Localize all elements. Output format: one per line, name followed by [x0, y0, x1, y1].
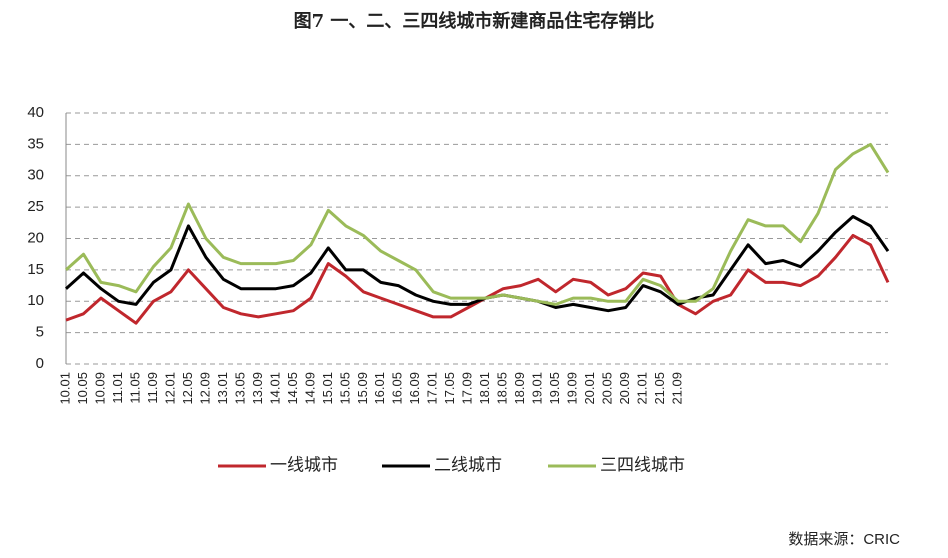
x-tick-label: 16.01: [372, 372, 387, 405]
x-tick-label: 10.05: [75, 372, 90, 405]
x-tick-label: 10.09: [92, 372, 107, 405]
x-tick-label: 20.01: [582, 372, 597, 405]
legend-label: 三四线城市: [600, 455, 685, 474]
x-tick-label: 15.09: [355, 372, 370, 405]
x-tick-label: 18.05: [495, 372, 510, 405]
series-line: [65, 233, 890, 325]
x-tick-label: 15.01: [320, 372, 335, 405]
x-tick-label: 18.09: [512, 372, 527, 405]
x-tick-label: 21.09: [670, 372, 685, 405]
y-tick-label: 40: [27, 104, 44, 121]
x-tick-label: 17.09: [460, 372, 475, 405]
source-note: 数据来源：CRIC: [788, 531, 900, 548]
chart-title: 图7 一、二、三四线城市新建商品住宅存销比: [294, 10, 655, 32]
x-tick-label: 10.01: [57, 372, 72, 405]
x-tick-label: 15.05: [337, 372, 352, 405]
x-tick-label: 19.01: [530, 372, 545, 405]
x-tick-label: 20.05: [600, 372, 615, 405]
x-tick-label: 13.09: [250, 372, 265, 405]
x-tick-label: 19.09: [565, 372, 580, 405]
x-tick-label: 13.05: [232, 372, 247, 405]
x-tick-label: 11.05: [127, 372, 142, 404]
series-line: [64, 142, 890, 306]
x-tick-label: 14.05: [285, 372, 300, 405]
y-tick-label: 35: [27, 135, 44, 152]
y-tick-label: 25: [27, 198, 44, 215]
y-tick-label: 0: [36, 355, 44, 372]
x-tick-label: 20.09: [617, 372, 632, 405]
x-tick-label: 17.01: [425, 372, 440, 405]
x-tick-label: 16.09: [407, 372, 422, 405]
x-tick-label: 16.05: [390, 372, 405, 405]
x-tick-label: 12.05: [180, 372, 195, 405]
x-tick-label: 18.01: [477, 372, 492, 405]
legend-label: 二线城市: [434, 455, 502, 474]
x-tick-label: 12.01: [162, 372, 177, 405]
y-tick-label: 15: [27, 261, 44, 278]
y-tick-label: 5: [36, 324, 44, 341]
x-tick-label: 12.09: [197, 372, 212, 405]
x-tick-label: 19.05: [547, 372, 562, 405]
y-tick-label: 10: [27, 292, 44, 309]
x-tick-label: 13.01: [215, 372, 230, 405]
y-tick-label: 20: [27, 229, 44, 246]
y-tick-label: 30: [27, 167, 44, 184]
legend-label: 一线城市: [270, 455, 338, 474]
x-tick-label: 11.09: [145, 372, 160, 404]
x-tick-label: 17.05: [442, 372, 457, 405]
x-tick-label: 21.05: [652, 372, 667, 405]
x-tick-label: 14.09: [302, 372, 317, 405]
x-tick-label: 11.01: [110, 372, 125, 404]
series-line: [64, 215, 890, 313]
x-tick-label: 21.01: [635, 372, 650, 405]
x-tick-label: 14.01: [267, 372, 282, 405]
